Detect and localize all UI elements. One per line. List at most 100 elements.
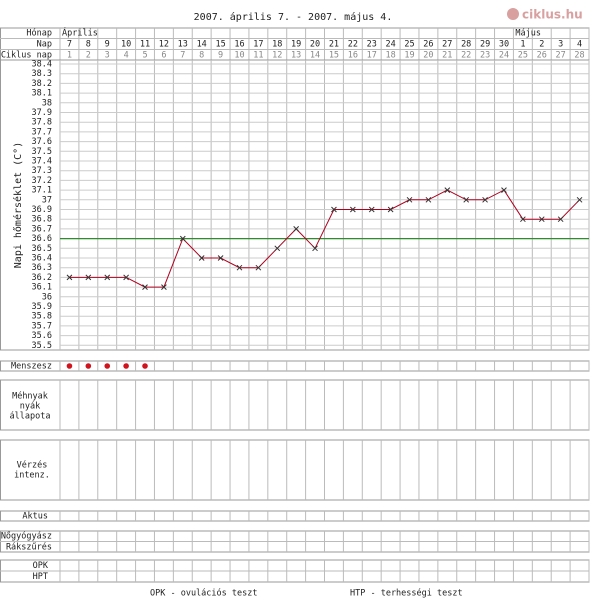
cycle-day-label: 28 <box>574 51 584 61</box>
footer-note: OPK - ovulációs teszt <box>150 588 257 599</box>
y-axis-label: Napi hőmérséklet (C°) <box>12 142 24 268</box>
day-label: 19 <box>291 40 301 50</box>
temperature-point <box>387 206 394 213</box>
temperature-point <box>501 187 507 193</box>
day-label: 20 <box>310 40 320 50</box>
month-label: Április <box>62 27 98 39</box>
temperature-point <box>198 255 205 261</box>
row-label: Rákszűrés <box>6 542 52 553</box>
cycle-day-label: 6 <box>161 51 166 61</box>
cycle-day-label: 16 <box>348 51 358 61</box>
temperature-line <box>69 189 580 288</box>
day-label: 23 <box>367 40 377 50</box>
cycle-day-label: 21 <box>442 51 452 61</box>
temperature-point <box>331 206 337 213</box>
day-label: 2 <box>539 40 544 50</box>
day-label: 10 <box>121 40 131 50</box>
day-label: 9 <box>105 40 110 50</box>
y-tick-label: 36.7 <box>32 224 52 234</box>
menstruation-dot <box>123 363 129 369</box>
day-label: 1 <box>520 40 525 50</box>
temperature-point <box>557 216 564 223</box>
cycle-day-label: 7 <box>180 51 185 61</box>
day-label: 11 <box>140 40 150 50</box>
row-label: Nőgyógyász <box>1 531 52 542</box>
row-label: Hónap <box>26 28 52 39</box>
day-label: 26 <box>423 40 433 50</box>
y-tick-label: 35.6 <box>32 331 52 341</box>
temperature-point <box>217 255 224 261</box>
temperature-point <box>444 187 451 193</box>
day-label: 15 <box>215 40 225 50</box>
row-label: Menszesz <box>11 362 52 372</box>
cycle-day-label: 19 <box>404 51 414 61</box>
y-tick-label: 38.4 <box>32 60 52 70</box>
temperature-point <box>179 235 186 242</box>
y-tick-label: 37.3 <box>32 166 52 176</box>
temperature-point <box>482 196 488 203</box>
bleeding-box <box>0 439 590 501</box>
cycle-day-label: 11 <box>253 51 263 61</box>
day-label: 16 <box>234 40 244 50</box>
cycle-day-label: 24 <box>499 51 509 61</box>
day-label: 30 <box>499 40 509 50</box>
temperature-point <box>104 274 111 281</box>
cycle-day-label: 2 <box>86 51 91 61</box>
y-tick-label: 36.2 <box>32 273 52 283</box>
day-label: 8 <box>86 40 91 50</box>
menstruation-dot <box>104 363 111 369</box>
day-label: 18 <box>272 40 282 50</box>
cycle-day-label: 18 <box>386 51 396 61</box>
row-label: intenz. <box>14 471 50 481</box>
row-label: OPK <box>33 561 49 571</box>
row-label: nyák <box>20 402 40 412</box>
cycle-day-label: 4 <box>124 51 129 61</box>
temperature-point <box>274 245 281 252</box>
row-label: HPT <box>33 572 48 582</box>
y-tick-label: 38 <box>42 98 52 108</box>
row-label: állapota <box>10 412 51 422</box>
logo: ciklus.hu <box>522 8 583 22</box>
temperature-point <box>406 196 413 203</box>
cycle-day-label: 25 <box>518 51 528 61</box>
day-label: 3 <box>558 40 563 50</box>
temperature-point <box>425 196 432 203</box>
day-label: 22 <box>348 40 358 50</box>
temperature-point <box>85 274 92 281</box>
temperature-point <box>463 196 470 203</box>
temperature-point <box>368 206 375 213</box>
row-label: Vérzés <box>17 460 48 471</box>
day-label: 12 <box>159 40 169 50</box>
row-label: Méhnyak <box>12 391 48 402</box>
y-tick-label: 36.1 <box>32 283 52 293</box>
y-tick-label: 38.3 <box>32 69 52 79</box>
row-label: Nap <box>37 40 52 50</box>
cycle-day-label: 8 <box>199 51 204 61</box>
temperature-point <box>538 216 545 223</box>
y-tick-label: 37.1 <box>32 186 52 196</box>
y-tick-label: 37.2 <box>32 176 52 186</box>
day-label: 17 <box>253 40 263 50</box>
cycle-day-label: 10 <box>234 51 244 61</box>
row-label: Aktus <box>22 512 48 522</box>
temperature-point <box>161 284 167 290</box>
day-label: 7 <box>67 40 72 50</box>
day-label: 14 <box>197 40 207 50</box>
y-tick-label: 37.5 <box>32 147 52 157</box>
cycle-day-label: 5 <box>142 51 147 61</box>
temperature-point <box>123 274 129 281</box>
y-tick-label: 35.8 <box>32 312 52 322</box>
temperature-point <box>255 264 262 271</box>
y-tick-label: 36.4 <box>32 254 52 264</box>
y-tick-label: 36.6 <box>32 234 52 244</box>
temperature-point <box>312 245 318 252</box>
y-tick-label: 36.3 <box>32 263 52 273</box>
cycle-day-label: 15 <box>329 51 339 61</box>
y-tick-label: 36.5 <box>32 244 52 254</box>
temperature-point <box>66 274 73 281</box>
chart-title: 2007. április 7. - 2007. május 4. <box>194 11 393 23</box>
day-label: 27 <box>442 40 452 50</box>
day-label: 25 <box>404 40 414 50</box>
